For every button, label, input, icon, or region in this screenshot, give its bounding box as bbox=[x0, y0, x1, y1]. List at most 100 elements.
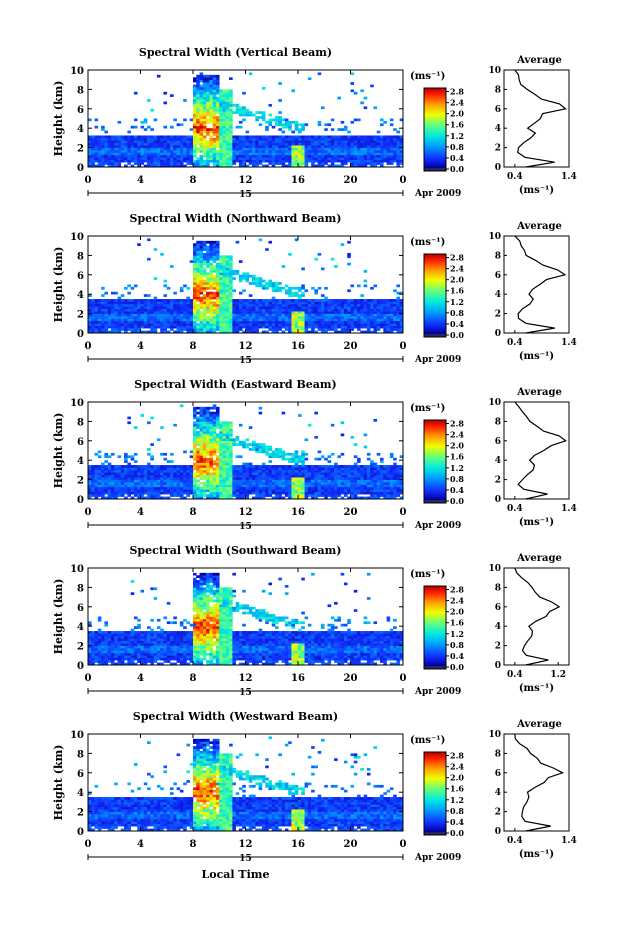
heatmap-cell bbox=[130, 323, 135, 327]
heatmap-cell bbox=[196, 157, 200, 161]
heatmap-cell bbox=[104, 484, 108, 488]
heatmap-cell bbox=[373, 311, 378, 314]
heatmap-cell bbox=[248, 448, 253, 451]
heatmap-cell bbox=[137, 152, 141, 156]
heatmap-cell bbox=[117, 465, 122, 468]
heatmap-cell bbox=[225, 137, 230, 141]
heatmap-cell bbox=[114, 320, 118, 324]
heatmap-cell bbox=[265, 142, 269, 146]
heatmap-cell bbox=[215, 448, 220, 451]
heatmap-cell bbox=[196, 467, 200, 471]
heatmap-cell bbox=[252, 152, 256, 156]
heatmap-cell bbox=[284, 154, 289, 158]
heatmap-cell bbox=[127, 301, 131, 305]
heatmap-cell bbox=[153, 301, 158, 305]
heatmap-cell bbox=[156, 137, 161, 141]
heatmap-cell bbox=[219, 260, 223, 263]
heatmap-cell bbox=[330, 491, 335, 495]
heatmap-cell bbox=[196, 469, 200, 473]
heatmap-cell bbox=[215, 435, 220, 439]
heatmap-cell bbox=[366, 140, 371, 144]
heatmap-cell bbox=[347, 323, 351, 327]
heatmap-cell bbox=[350, 313, 355, 317]
heatmap-cell bbox=[334, 484, 338, 488]
heatmap-cell bbox=[347, 325, 351, 329]
heatmap-cell bbox=[255, 116, 259, 119]
heatmap-cell bbox=[150, 479, 154, 483]
heatmap-cell bbox=[252, 135, 256, 139]
heatmap-cell bbox=[320, 472, 325, 476]
heatmap-cell bbox=[193, 164, 197, 168]
heatmap-cell bbox=[179, 123, 184, 127]
heatmap-cell bbox=[140, 491, 145, 495]
heatmap-cell bbox=[238, 440, 243, 444]
heatmap-cell bbox=[360, 320, 364, 324]
heatmap-cell bbox=[219, 159, 223, 163]
heatmap-cell bbox=[294, 323, 299, 327]
heatmap-cell bbox=[373, 323, 378, 327]
heatmap-cell bbox=[133, 140, 138, 144]
heatmap-cell bbox=[347, 262, 351, 266]
heatmap-cell bbox=[179, 150, 184, 153]
heatmap-cell bbox=[258, 135, 263, 139]
heatmap-cell bbox=[189, 299, 194, 302]
heatmap-cell bbox=[212, 128, 217, 131]
heatmap-cell bbox=[104, 477, 108, 480]
heatmap-cell bbox=[199, 240, 204, 244]
heatmap-cell bbox=[209, 265, 213, 268]
heatmap-cell bbox=[232, 137, 236, 141]
heatmap-cell bbox=[219, 135, 223, 139]
heatmap-cell bbox=[101, 286, 105, 290]
heatmap-cell bbox=[288, 306, 292, 310]
heatmap-cell bbox=[150, 142, 154, 146]
heatmap-cell bbox=[229, 328, 233, 331]
heatmap-cell bbox=[130, 328, 135, 331]
heatmap-cell bbox=[127, 299, 131, 302]
heatmap-cell bbox=[209, 491, 213, 495]
heatmap-cell bbox=[101, 299, 105, 302]
heatmap-cell bbox=[212, 103, 217, 107]
heatmap-cell bbox=[212, 443, 217, 446]
heatmap-cell bbox=[120, 325, 125, 329]
heatmap-cell bbox=[222, 289, 227, 293]
heatmap-cell bbox=[360, 142, 364, 146]
heatmap-cell bbox=[94, 313, 99, 317]
heatmap-cell bbox=[189, 318, 194, 322]
heatmap-cell bbox=[353, 306, 358, 310]
heatmap-cell bbox=[248, 486, 253, 490]
heatmap-cell bbox=[327, 150, 332, 153]
heatmap-cell bbox=[238, 484, 243, 488]
heatmap-cell bbox=[281, 162, 286, 165]
heatmap-cell bbox=[137, 477, 141, 480]
heatmap-cell bbox=[147, 477, 151, 480]
heatmap-cell bbox=[232, 489, 236, 493]
heatmap-cell bbox=[271, 323, 276, 327]
heatmap-cell bbox=[324, 479, 328, 483]
heatmap-cell bbox=[209, 245, 213, 249]
heatmap-cell bbox=[340, 330, 345, 334]
heatmap-cell bbox=[225, 474, 230, 478]
heatmap-cell bbox=[370, 137, 374, 141]
heatmap-cell bbox=[334, 164, 338, 168]
heatmap-cell bbox=[206, 489, 210, 493]
heatmap-cell bbox=[209, 299, 213, 302]
heatmap-cell bbox=[278, 162, 282, 165]
heatmap-cell bbox=[363, 106, 368, 110]
heatmap-cell bbox=[215, 133, 220, 136]
y-tick-label: 2 bbox=[77, 144, 84, 155]
heatmap-cell bbox=[150, 484, 154, 488]
heatmap-cell bbox=[281, 154, 286, 158]
heatmap-cell bbox=[215, 135, 220, 139]
heatmap-cell bbox=[206, 84, 210, 88]
heatmap-cells bbox=[88, 72, 404, 168]
heatmap-cell bbox=[212, 243, 217, 246]
heatmap-cell bbox=[248, 299, 253, 302]
heatmap-cell bbox=[199, 286, 204, 290]
heatmap-cell bbox=[255, 482, 259, 485]
heatmap-cell bbox=[268, 316, 273, 319]
heatmap-cell bbox=[104, 465, 108, 468]
heatmap-cell bbox=[183, 465, 187, 468]
y-tick-label: 8 bbox=[77, 251, 84, 262]
heatmap-cell bbox=[166, 477, 171, 480]
heatmap-cell bbox=[91, 467, 95, 471]
